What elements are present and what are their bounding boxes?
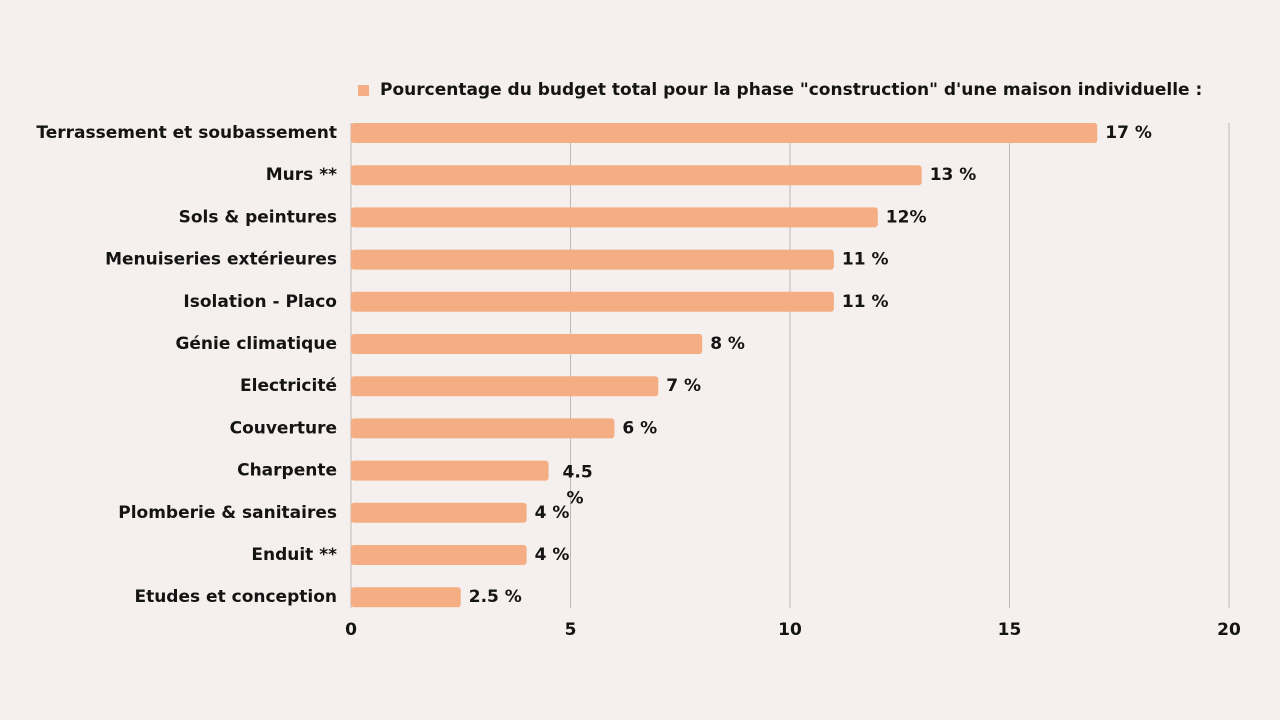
x-tick-label: 15 xyxy=(998,620,1022,640)
category-label: Terrassement et soubassement xyxy=(36,123,337,143)
category-label: Sols & peintures xyxy=(179,207,337,227)
data-label: 4 % xyxy=(535,503,570,523)
bar xyxy=(351,334,703,354)
category-label: Electricité xyxy=(240,376,337,396)
category-label: Menuiseries extérieures xyxy=(105,250,337,270)
bar xyxy=(351,376,659,397)
x-tick-label: 10 xyxy=(778,620,802,640)
bar xyxy=(351,418,615,439)
bars xyxy=(351,123,1098,608)
bar xyxy=(351,587,461,608)
bar xyxy=(351,249,834,270)
category-label: Murs ** xyxy=(266,165,337,185)
data-label: 13 % xyxy=(930,165,977,185)
data-label: 8 % xyxy=(710,334,745,354)
data-label: 4.5% xyxy=(563,463,593,509)
category-label: Charpente xyxy=(237,461,337,481)
data-label: 4 % xyxy=(535,545,570,565)
bar xyxy=(351,291,834,312)
category-label: Isolation - Placo xyxy=(183,292,337,312)
x-tick-label: 5 xyxy=(565,620,577,640)
x-tick-label: 0 xyxy=(345,620,357,640)
data-label: 7 % xyxy=(666,376,701,396)
data-labels: 17 %13 %12%11 %11 %8 %7 %6 %4.5 %4 %4 %2.… xyxy=(469,123,1152,607)
data-label: 11 % xyxy=(842,292,889,312)
data-label: 12% xyxy=(886,207,927,227)
bar xyxy=(351,165,922,186)
bar xyxy=(351,502,527,523)
data-label: 2.5 % xyxy=(469,587,522,607)
bar xyxy=(351,545,527,565)
category-label: Génie climatique xyxy=(175,334,337,354)
x-tick-label: 20 xyxy=(1217,620,1241,640)
legend: Pourcentage du budget total pour la phas… xyxy=(358,80,1202,100)
data-label: 11 % xyxy=(842,250,889,270)
category-labels: Terrassement et soubassement Murs ** Sols … xyxy=(36,123,337,607)
legend-swatch xyxy=(358,85,369,96)
x-axis-ticks: 0 5 10 15 20 xyxy=(345,620,1241,640)
category-label: Enduit ** xyxy=(251,545,337,565)
category-label: Plomberie & sanitaires xyxy=(118,503,337,523)
bar xyxy=(351,460,549,481)
bar xyxy=(351,207,878,228)
grid-lines xyxy=(350,123,1230,608)
legend-label: Pourcentage du budget total pour la phas… xyxy=(380,80,1202,100)
data-label: 6 % xyxy=(622,418,657,438)
bar xyxy=(351,123,1098,143)
category-label: Couverture xyxy=(230,418,337,438)
data-label: 17 % xyxy=(1105,123,1152,143)
category-label: Etudes et conception xyxy=(134,587,337,607)
